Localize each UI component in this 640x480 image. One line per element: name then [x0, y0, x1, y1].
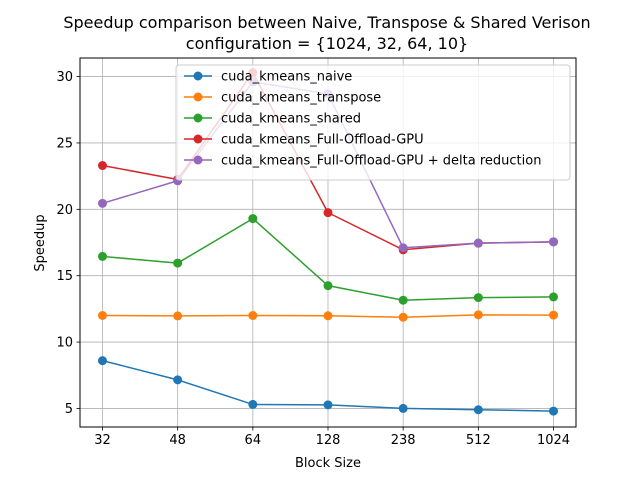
- data-point: [248, 311, 258, 321]
- data-point: [398, 295, 408, 305]
- data-point: [398, 403, 408, 413]
- data-point: [473, 238, 483, 248]
- y-tick-label: 30: [56, 70, 73, 85]
- legend-marker: [193, 134, 203, 144]
- data-point: [473, 310, 483, 320]
- data-point: [549, 237, 558, 247]
- x-axis: 32 48 64 128 238 512 1024: [94, 427, 570, 448]
- data-point: [173, 311, 183, 321]
- legend-item: cuda_kmeans_transpose: [184, 91, 381, 106]
- data-point: [473, 405, 483, 415]
- x-tick-label: 238: [391, 433, 416, 448]
- y-axis: 5 10 15 20 25 30: [56, 70, 80, 417]
- legend-label: cuda_kmeans_naive: [221, 70, 352, 85]
- legend-marker: [193, 92, 203, 102]
- x-tick-label: 1024: [537, 433, 570, 448]
- chart-subtitle: configuration = {1024, 32, 64, 10}: [186, 34, 468, 53]
- legend-label: cuda_kmeans_shared: [221, 112, 361, 127]
- y-tick-label: 5: [65, 402, 73, 417]
- data-point: [323, 311, 333, 321]
- series-cuda_kmeans_transpose: [98, 310, 558, 322]
- x-tick-label: 64: [245, 433, 262, 448]
- data-point: [98, 251, 107, 261]
- data-point: [173, 375, 183, 385]
- data-point: [549, 406, 558, 416]
- x-tick-label: 128: [316, 433, 341, 448]
- x-tick-label: 32: [94, 433, 111, 448]
- x-tick-label: 48: [169, 433, 186, 448]
- legend-label: cuda_kmeans_Full-Offload-GPU + delta red…: [221, 154, 541, 169]
- x-tick-label: 512: [466, 433, 491, 448]
- legend-item: cuda_kmeans_shared: [184, 112, 361, 127]
- data-point: [398, 312, 408, 322]
- data-point: [248, 214, 258, 224]
- legend-marker: [193, 155, 203, 165]
- legend-item: cuda_kmeans_Full-Offload-GPU + delta red…: [184, 154, 541, 169]
- data-point: [248, 399, 258, 409]
- legend-marker: [193, 113, 203, 123]
- data-point: [98, 356, 107, 366]
- data-point: [323, 400, 333, 410]
- legend-item: cuda_kmeans_Full-Offload-GPU: [184, 133, 424, 148]
- y-tick-label: 10: [56, 336, 73, 351]
- legend-label: cuda_kmeans_transpose: [221, 91, 381, 106]
- data-point: [323, 281, 333, 291]
- data-point: [473, 293, 483, 303]
- data-point: [173, 258, 183, 268]
- x-axis-label: Block Size: [295, 456, 361, 471]
- data-point: [549, 310, 558, 320]
- series-cuda_kmeans_naive: [98, 356, 558, 416]
- data-point: [323, 208, 333, 218]
- y-tick-label: 25: [56, 136, 73, 151]
- legend: cuda_kmeans_naive cuda_kmeans_transposecu…: [175, 64, 571, 181]
- legend-box: [175, 64, 571, 181]
- data-point: [98, 161, 107, 171]
- data-point: [98, 311, 107, 321]
- data-point: [398, 243, 408, 253]
- data-point: [98, 198, 107, 208]
- legend-label: cuda_kmeans_Full-Offload-GPU: [221, 133, 424, 148]
- legend-item: cuda_kmeans_naive: [184, 70, 352, 85]
- data-point: [549, 292, 558, 302]
- y-tick-label: 20: [56, 203, 73, 218]
- legend-marker: [193, 71, 203, 81]
- y-tick-label: 15: [56, 269, 73, 284]
- chart-title: Speedup comparison between Naive, Transp…: [63, 13, 590, 32]
- series-cuda_kmeans_shared: [98, 214, 558, 305]
- y-axis-label: Speedup: [33, 214, 48, 271]
